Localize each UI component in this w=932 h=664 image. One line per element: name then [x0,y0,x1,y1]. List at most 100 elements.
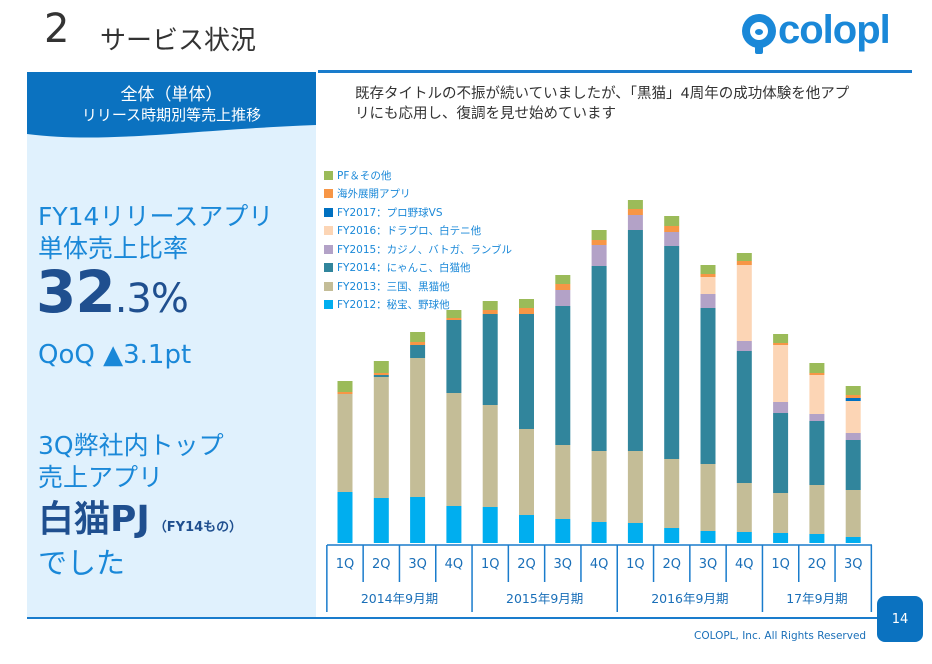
bar-segment [773,334,789,343]
bar-segment [809,485,825,534]
top-app-line1: 3Q弊社内トップ [38,431,224,460]
bar-segment [845,433,861,440]
legend-swatch [324,244,333,254]
bar-segment [482,507,498,543]
bar-segment [809,363,825,373]
bar-segment [773,343,789,345]
legend-swatch [324,170,333,180]
x-tick-label: 1Q [336,557,355,572]
bar-segment [337,492,353,543]
x-tick-label: 3Q [408,557,427,572]
left-header-title: 全体（単体） [120,85,223,105]
bar-segment [446,320,462,393]
bar-segment [664,246,680,459]
metric-label-line2: 単体売上比率 [38,234,189,263]
bar-segment [845,490,861,537]
legend-label: FY2015：カジノ、バトガ、ランブル [337,243,513,256]
bar-segment [809,421,825,485]
legend-swatch [324,300,333,310]
legend-label: FY2014：にゃんこ、白猫他 [337,262,471,275]
wave-shape [27,125,316,150]
page-number-badge: 14 [877,596,923,642]
bar-segment [519,308,534,314]
legend-swatch [324,226,333,236]
bear-balloon-icon [742,13,776,54]
legend-item: PF＆その他 [324,166,512,185]
logo-text: colopl [778,8,891,52]
bar-segment [337,381,353,392]
bar-segment [736,351,752,483]
bar-segment [446,506,462,543]
legend-item: 海外展開アプリ [324,185,512,204]
bar-segment [627,209,643,215]
bar-segment [700,274,716,277]
bar-segment [410,342,426,345]
bar-segment [591,451,607,522]
bar-segment [519,429,534,515]
bar-segment [555,519,571,543]
x-tick-label: 4Q [445,557,464,572]
bar-segment [373,373,389,375]
page-title: サービス状況 [100,26,257,56]
bar-segment [700,308,716,464]
section-number: 2 [44,6,70,52]
bar-segment [519,515,534,543]
x-tick-label: 1Q [626,557,645,572]
bar-segment [410,345,426,358]
x-group-label: 2015年9月期 [506,591,583,606]
bar-segment [373,375,389,377]
bar-segment [627,230,643,451]
top-app-line4: でした [38,546,126,580]
bar-segment [809,414,825,421]
bar-segment [591,266,607,451]
legend-item: FY2017：プロ野球VS [324,203,512,222]
bar-segment [446,318,462,320]
bar-segment [482,310,498,314]
description-line1: 既存タイトルの不振が続いていましたが、「黒猫」4周年の成功体験を他アプ [355,86,850,102]
legend-label: FY2013：三国、黒猫他 [337,280,450,293]
x-tick-label: 3Q [699,557,718,572]
bar-segment [809,375,825,414]
colopl-logo: colopl [742,8,891,54]
bar-segment [337,394,353,492]
bar-segment [373,498,389,543]
x-group-label: 2016年9月期 [651,591,728,606]
x-tick-label: 2Q [808,557,827,572]
left-panel [27,72,316,617]
bar-segment [337,392,353,394]
bar-segment [773,413,789,493]
legend-swatch [324,189,333,199]
bar-segment [373,361,389,373]
bar-segment [664,459,680,528]
bar-segment [664,216,680,226]
bar-segment [700,294,716,308]
bar-segment [410,497,426,543]
metric-value: 32.3% [36,258,189,326]
x-tick-label: 3Q [844,557,863,572]
bar-segment [519,299,534,308]
bar-segment [664,232,680,246]
bar-segment [736,532,752,543]
bottom-divider [27,617,887,619]
bar-segment [555,275,571,284]
legend-item: FY2015：カジノ、バトガ、ランブル [324,240,512,259]
metric-label-line1: FY14リリースアプリ [38,202,274,231]
bar-segment [446,393,462,506]
x-tick-label: 4Q [735,557,754,572]
bar-segment [555,284,571,290]
bar-segment [736,265,752,341]
legend-item: FY2016：ドラプロ、白テニ他 [324,222,512,241]
bar-segment [845,386,861,395]
bar-segment [373,377,389,498]
bar-segment [700,464,716,531]
x-tick-label: 1Q [771,557,790,572]
chart-legend: PF＆その他海外展開アプリ FY2017：プロ野球VS FY2016：ドラプロ、白テ… [324,166,512,314]
bar-segment [555,290,571,306]
bar-segment [627,200,643,209]
bar-segment [627,451,643,523]
legend-label: PF＆その他 [337,169,392,182]
x-tick-label: 2Q [372,557,391,572]
bar-segment [482,301,498,310]
bar-segment [627,215,643,230]
top-app-name-row: 白猫PJ （FY14もの） [38,490,242,542]
